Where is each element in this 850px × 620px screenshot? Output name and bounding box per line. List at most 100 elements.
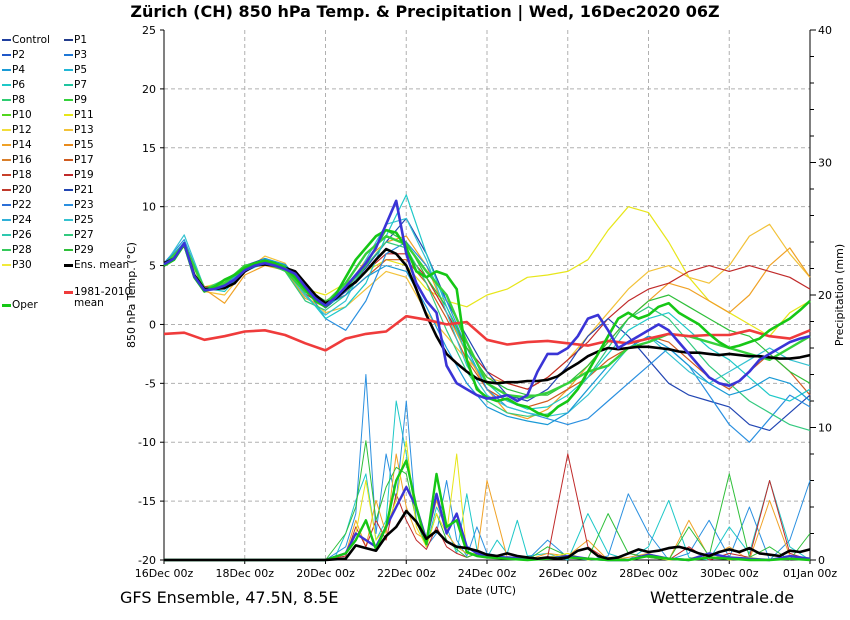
legend-swatch <box>64 204 73 206</box>
y-tick-label-left: 20 <box>142 83 156 96</box>
legend-swatch <box>2 69 11 71</box>
legend-label: P9 <box>74 94 88 106</box>
y-tick-label-right: 30 <box>818 157 832 170</box>
legend-swatch <box>2 99 11 101</box>
source-label: GFS Ensemble, 47.5N, 8.5E <box>120 588 339 607</box>
legend-item: P15 <box>64 138 94 152</box>
legend-item-climate-mean: 1981-2010 mean <box>64 287 131 315</box>
y-tick-label-right: 40 <box>818 24 832 37</box>
y-tick-label-left: -15 <box>138 495 156 508</box>
series-lines <box>163 194 811 562</box>
legend-item: P16 <box>2 153 32 167</box>
legend-swatch <box>64 69 73 71</box>
legend-swatch <box>64 84 73 86</box>
legend-label: P5 <box>74 64 88 76</box>
y-tick-label-right: 20 <box>818 289 832 302</box>
y-tick-label-left: 25 <box>142 24 156 37</box>
x-tick-label: 24Dec 00z <box>458 567 517 580</box>
legend-label: P28 <box>12 244 32 256</box>
legend-swatch <box>2 189 11 191</box>
legend-item: P2 <box>2 48 25 62</box>
legend-item: P1 <box>64 33 87 47</box>
legend-item: P26 <box>2 228 32 242</box>
legend-label: Ens. mean <box>74 259 130 271</box>
legend-label: P20 <box>12 184 32 196</box>
legend-swatch <box>2 303 11 307</box>
legend-item: P11 <box>64 108 94 122</box>
legend-label: P7 <box>74 79 88 91</box>
x-tick-label: 28Dec 00z <box>619 567 678 580</box>
x-axis-label: Date (UTC) <box>456 584 516 597</box>
legend-item: P4 <box>2 63 25 77</box>
y-tick-label-right: 10 <box>818 422 832 435</box>
y-axis-label-left: 850 hPa Temp. (°C) <box>125 242 138 348</box>
legend-label: P16 <box>12 154 32 166</box>
legend-item-oper: Oper <box>2 298 38 312</box>
legend-item: P19 <box>64 168 94 182</box>
legend-item: P21 <box>64 183 94 197</box>
chart-legend: Control P1 P2 P3 P4 P5 P6 P7 P8 P9 P10 P11 P12 P13 P14… <box>2 33 162 333</box>
legend-swatch <box>2 159 11 161</box>
legend-label: Control <box>12 34 50 46</box>
legend-swatch <box>64 144 73 146</box>
legend-item: P18 <box>2 168 32 182</box>
legend-label: P23 <box>74 199 94 211</box>
legend-item: P25 <box>64 213 94 227</box>
legend-label: P25 <box>74 214 94 226</box>
y-tick-label-left: 15 <box>142 142 156 155</box>
x-tick-label: 26Dec 00z <box>538 567 597 580</box>
precip-series-p15-precip <box>164 453 811 561</box>
legend-item: P13 <box>64 123 94 137</box>
legend-swatch <box>64 129 73 131</box>
legend-item: P9 <box>64 93 87 107</box>
x-tick-label: 18Dec 00z <box>215 567 274 580</box>
temp-series-1981-2010-mean <box>163 314 811 352</box>
y-tick-label-left: -10 <box>138 436 156 449</box>
y-tick-label-left: 0 <box>149 318 156 331</box>
legend-label: P17 <box>74 154 94 166</box>
x-tick-label: 22Dec 00z <box>377 567 436 580</box>
legend-swatch <box>64 114 73 116</box>
y-axis-label-right: Precipitation (mm) <box>833 244 846 346</box>
legend-item: Control <box>2 33 50 47</box>
legend-label: P4 <box>12 64 26 76</box>
site-label: Wetterzentrale.de <box>650 588 795 607</box>
legend-label: P18 <box>12 169 32 181</box>
x-tick-label: 01Jan 00z <box>783 567 837 580</box>
legend-swatch <box>2 39 11 41</box>
legend-label: P10 <box>12 109 32 121</box>
legend-item: P30 <box>2 258 32 272</box>
legend-swatch <box>64 39 73 41</box>
legend-label: Oper <box>12 299 38 311</box>
legend-swatch <box>2 84 11 86</box>
legend-label: P30 <box>12 259 32 271</box>
legend-label: P29 <box>74 244 94 256</box>
legend-item: P14 <box>2 138 32 152</box>
legend-swatch <box>64 291 73 294</box>
x-tick-label: 16Dec 00z <box>135 567 194 580</box>
legend-swatch <box>2 219 11 221</box>
legend-item: P17 <box>64 153 94 167</box>
x-tick-label: 30Dec 00z <box>700 567 759 580</box>
legend-swatch <box>2 114 11 116</box>
legend-label: mean <box>74 297 104 309</box>
temp-series-p2 <box>163 199 811 403</box>
legend-swatch <box>2 174 11 176</box>
y-tick-label-left: -20 <box>138 554 156 567</box>
precip-series-ens-mean-precip <box>164 509 811 562</box>
legend-item: P3 <box>64 48 87 62</box>
axis-labels: Date (UTC) 850 hPa Temp. (°C) Precipitat… <box>125 242 846 597</box>
y-tick-label-right: 0 <box>818 554 825 567</box>
legend-swatch <box>64 54 73 56</box>
legend-label: P24 <box>12 214 32 226</box>
legend-label: P8 <box>12 94 26 106</box>
y-tick-label-left: 10 <box>142 201 156 214</box>
x-tick-label: 20Dec 00z <box>296 567 355 580</box>
legend-swatch <box>2 249 11 251</box>
legend-swatch <box>2 54 11 56</box>
y-tick-label-left: 5 <box>149 260 156 273</box>
legend-swatch <box>64 249 73 251</box>
legend-item: P20 <box>2 183 32 197</box>
legend-item: P22 <box>2 198 32 212</box>
